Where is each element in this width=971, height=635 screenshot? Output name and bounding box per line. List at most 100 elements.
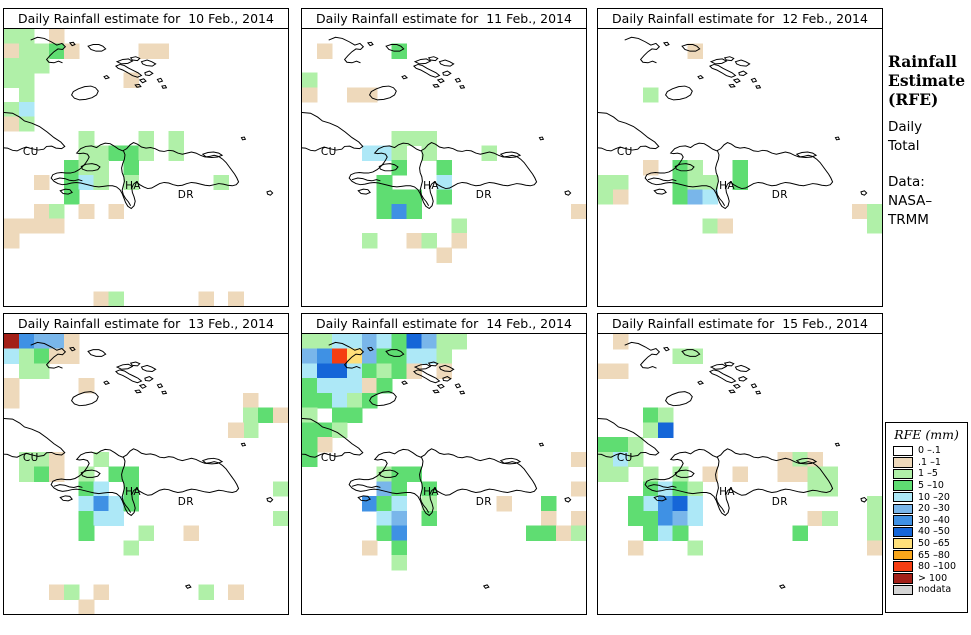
country-label-dr: DR: [177, 189, 194, 202]
country-label-ha: HA: [125, 179, 142, 192]
country-label-dr: DR: [177, 496, 194, 509]
rainfall-panel: Daily Rainfall estimate for 14 Feb., 201…: [301, 313, 587, 615]
country-label-dr: DR: [475, 189, 492, 202]
legend-swatch: [893, 445, 913, 457]
legend-row: 40 –50: [893, 526, 967, 538]
map-canvas: CU HA DR: [597, 333, 883, 615]
legend-label: 0 –.1: [918, 445, 941, 457]
legend-row: 65 –80: [893, 549, 967, 561]
country-label-ha: HA: [125, 486, 142, 499]
legend-swatch: [893, 573, 913, 584]
rainfall-cells: [598, 43, 882, 234]
text-line: TRMM: [888, 212, 929, 228]
rainfall-cells: [302, 43, 586, 263]
rainfall-cells: [4, 29, 244, 306]
panel-title: Daily Rainfall estimate for 10 Feb., 201…: [3, 8, 289, 29]
country-label-cu: CU: [616, 145, 633, 158]
text-line: Data:: [888, 174, 925, 190]
text-line: Total: [888, 138, 920, 154]
legend-swatch: [893, 480, 913, 491]
rainfall-panel: Daily Rainfall estimate for 12 Feb., 201…: [597, 8, 883, 307]
legend-label: 1 –5: [918, 468, 938, 480]
legend-row: 1 –5: [893, 468, 967, 480]
map-canvas: CU HA DR: [3, 28, 289, 307]
legend-label: 30 –40: [918, 514, 950, 526]
text-line: Estimate: [888, 71, 966, 90]
country-label-cu: CU: [22, 451, 39, 464]
legend-row: 0 –.1: [893, 445, 967, 457]
panel-title: Daily Rainfall estimate for 12 Feb., 201…: [597, 8, 883, 29]
legend-label: 20 –30: [918, 503, 950, 515]
coastline-overlay: [598, 36, 868, 210]
text-line: Daily: [888, 119, 923, 135]
coastline-overlay: [302, 36, 572, 210]
country-label-ha: HA: [719, 486, 736, 499]
legend-swatch: [893, 515, 913, 526]
legend-row: nodata: [893, 584, 967, 596]
legend-swatch: [893, 584, 913, 596]
side-header-period: Daily Total: [888, 118, 971, 156]
legend-label: 10 –20: [918, 491, 950, 503]
legend-row: 5 –10: [893, 480, 967, 492]
legend-row: > 100: [893, 573, 967, 585]
legend-swatch: [893, 526, 913, 538]
legend-label: 5 –10: [918, 480, 944, 492]
legend-swatch: [893, 491, 913, 503]
country-label-cu: CU: [22, 145, 39, 158]
country-label-cu: CU: [616, 451, 633, 464]
legend-swatch: [893, 503, 913, 515]
side-header: Rainfall Estimate (RFE) Daily Total Data: NA…: [888, 52, 971, 230]
legend-title: RFE (mm): [894, 427, 959, 442]
country-label-dr: DR: [475, 496, 492, 509]
text-line: NASA–: [888, 193, 933, 209]
country-label-dr: DR: [771, 189, 788, 202]
country-label-dr: DR: [771, 496, 788, 509]
panel-title: Daily Rainfall estimate for 15 Feb., 201…: [597, 313, 883, 334]
coastline-overlay: [598, 341, 868, 589]
country-label-ha: HA: [719, 179, 736, 192]
side-header-title: Rainfall Estimate (RFE): [888, 52, 971, 109]
text-line: Rainfall: [888, 52, 957, 71]
coastline-overlay: [4, 36, 274, 210]
panel-title: Daily Rainfall estimate for 13 Feb., 201…: [3, 313, 289, 334]
legend-row: 80 –100: [893, 561, 967, 573]
rainfall-cells: [4, 334, 288, 614]
legend-swatch: [893, 561, 913, 572]
legend-row: 30 –40: [893, 515, 967, 527]
rainfall-panel: Daily Rainfall estimate for 15 Feb., 201…: [597, 313, 883, 615]
legend-row: 50 –65: [893, 538, 967, 550]
legend-rows: 0 –.1.1 –1 1 –5 5 –10 10 –20 20 –30 30 –40 40 …: [893, 445, 967, 596]
map-canvas: CU HA DR: [301, 333, 587, 615]
legend-label: 65 –80: [918, 549, 950, 561]
panel-title: Daily Rainfall estimate for 11 Feb., 201…: [301, 8, 587, 29]
map-canvas: CU HA DR: [3, 333, 289, 615]
country-label-ha: HA: [423, 179, 440, 192]
panel-title: Daily Rainfall estimate for 14 Feb., 201…: [301, 313, 587, 334]
rainfall-cells: [302, 334, 586, 571]
legend-label: nodata: [918, 584, 952, 596]
coastline-overlay: [302, 341, 572, 589]
country-label-cu: CU: [320, 451, 337, 464]
map-canvas: CU HA DR: [301, 28, 587, 307]
rainfall-panel: Daily Rainfall estimate for 10 Feb., 201…: [3, 8, 289, 307]
side-header-source: Data: NASA– TRMM: [888, 173, 971, 230]
rainfall-panel: Daily Rainfall estimate for 13 Feb., 201…: [3, 313, 289, 615]
country-label-cu: CU: [320, 145, 337, 158]
legend-label: .1 –1: [918, 456, 941, 468]
panel-grid: Daily Rainfall estimate for 10 Feb., 201…: [3, 8, 883, 615]
color-legend: RFE (mm) 0 –.1.1 –1 1 –5 5 –10 10 –20 20 –30…: [885, 422, 968, 613]
legend-row: .1 –1: [893, 457, 967, 469]
legend-label: 50 –65: [918, 538, 950, 550]
rainfall-panel: Daily Rainfall estimate for 11 Feb., 201…: [301, 8, 587, 307]
country-label-ha: HA: [423, 486, 440, 499]
text-line: (RFE): [888, 90, 939, 109]
legend-row: 10 –20: [893, 491, 967, 503]
coastline-overlay: [4, 341, 274, 589]
legend-label: 40 –50: [918, 526, 950, 538]
map-canvas: CU HA DR: [597, 28, 883, 307]
legend-swatch: [893, 549, 913, 561]
legend-swatch: [893, 538, 913, 549]
legend-label: 80 –100: [918, 561, 956, 573]
legend-row: 20 –30: [893, 503, 967, 515]
legend-label: > 100: [918, 572, 948, 584]
